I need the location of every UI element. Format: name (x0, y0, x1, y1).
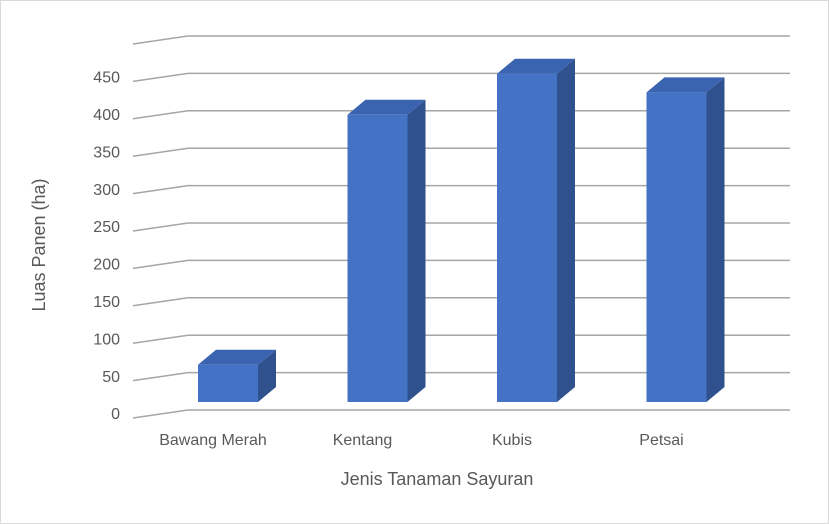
bar-front (646, 92, 707, 402)
bar (347, 99, 426, 402)
bar (646, 77, 725, 402)
bar (497, 58, 575, 402)
bar-side (557, 58, 575, 402)
bar (198, 349, 276, 402)
y-tick-label: 250 (93, 219, 120, 236)
y-tick-label: 150 (93, 294, 120, 311)
bar-side (407, 99, 426, 402)
bar-top (347, 99, 426, 115)
bar-side (258, 349, 276, 402)
grid-line (132, 334, 189, 344)
bar-top (646, 77, 725, 93)
bar-top (497, 58, 575, 74)
y-tick-label: 100 (93, 331, 120, 348)
x-tick-label: Kubis (492, 432, 532, 449)
grid-line (132, 184, 189, 195)
y-tick-label: 450 (93, 70, 120, 87)
y-axis-title: Luas Panen (ha) (29, 178, 49, 311)
grid-line (132, 371, 189, 382)
grid-line (132, 147, 189, 157)
y-tick-label: 400 (93, 107, 120, 124)
y-tick-label: 0 (111, 406, 120, 423)
x-axis-title: Jenis Tanaman Sayuran (341, 469, 534, 489)
y-tick-label: 50 (102, 369, 120, 386)
bar-side (706, 77, 725, 402)
x-tick-label: Petsai (639, 432, 683, 449)
y-tick-label: 200 (93, 257, 120, 274)
x-tick-label: Kentang (333, 432, 393, 449)
grid-line (132, 222, 189, 232)
bar-front (198, 364, 258, 402)
x-tick-label: Bawang Merah (159, 432, 267, 449)
grid-line (132, 409, 189, 419)
bar-front (347, 114, 408, 402)
y-tick-label: 300 (93, 182, 120, 199)
y-tick-label: 350 (93, 144, 120, 161)
grid-line (132, 259, 189, 270)
bar-top (198, 349, 276, 365)
bar-front (497, 73, 557, 402)
grid-line (132, 72, 189, 83)
grid-line (132, 110, 189, 120)
grid-line (132, 297, 189, 307)
grid-line (132, 35, 189, 45)
